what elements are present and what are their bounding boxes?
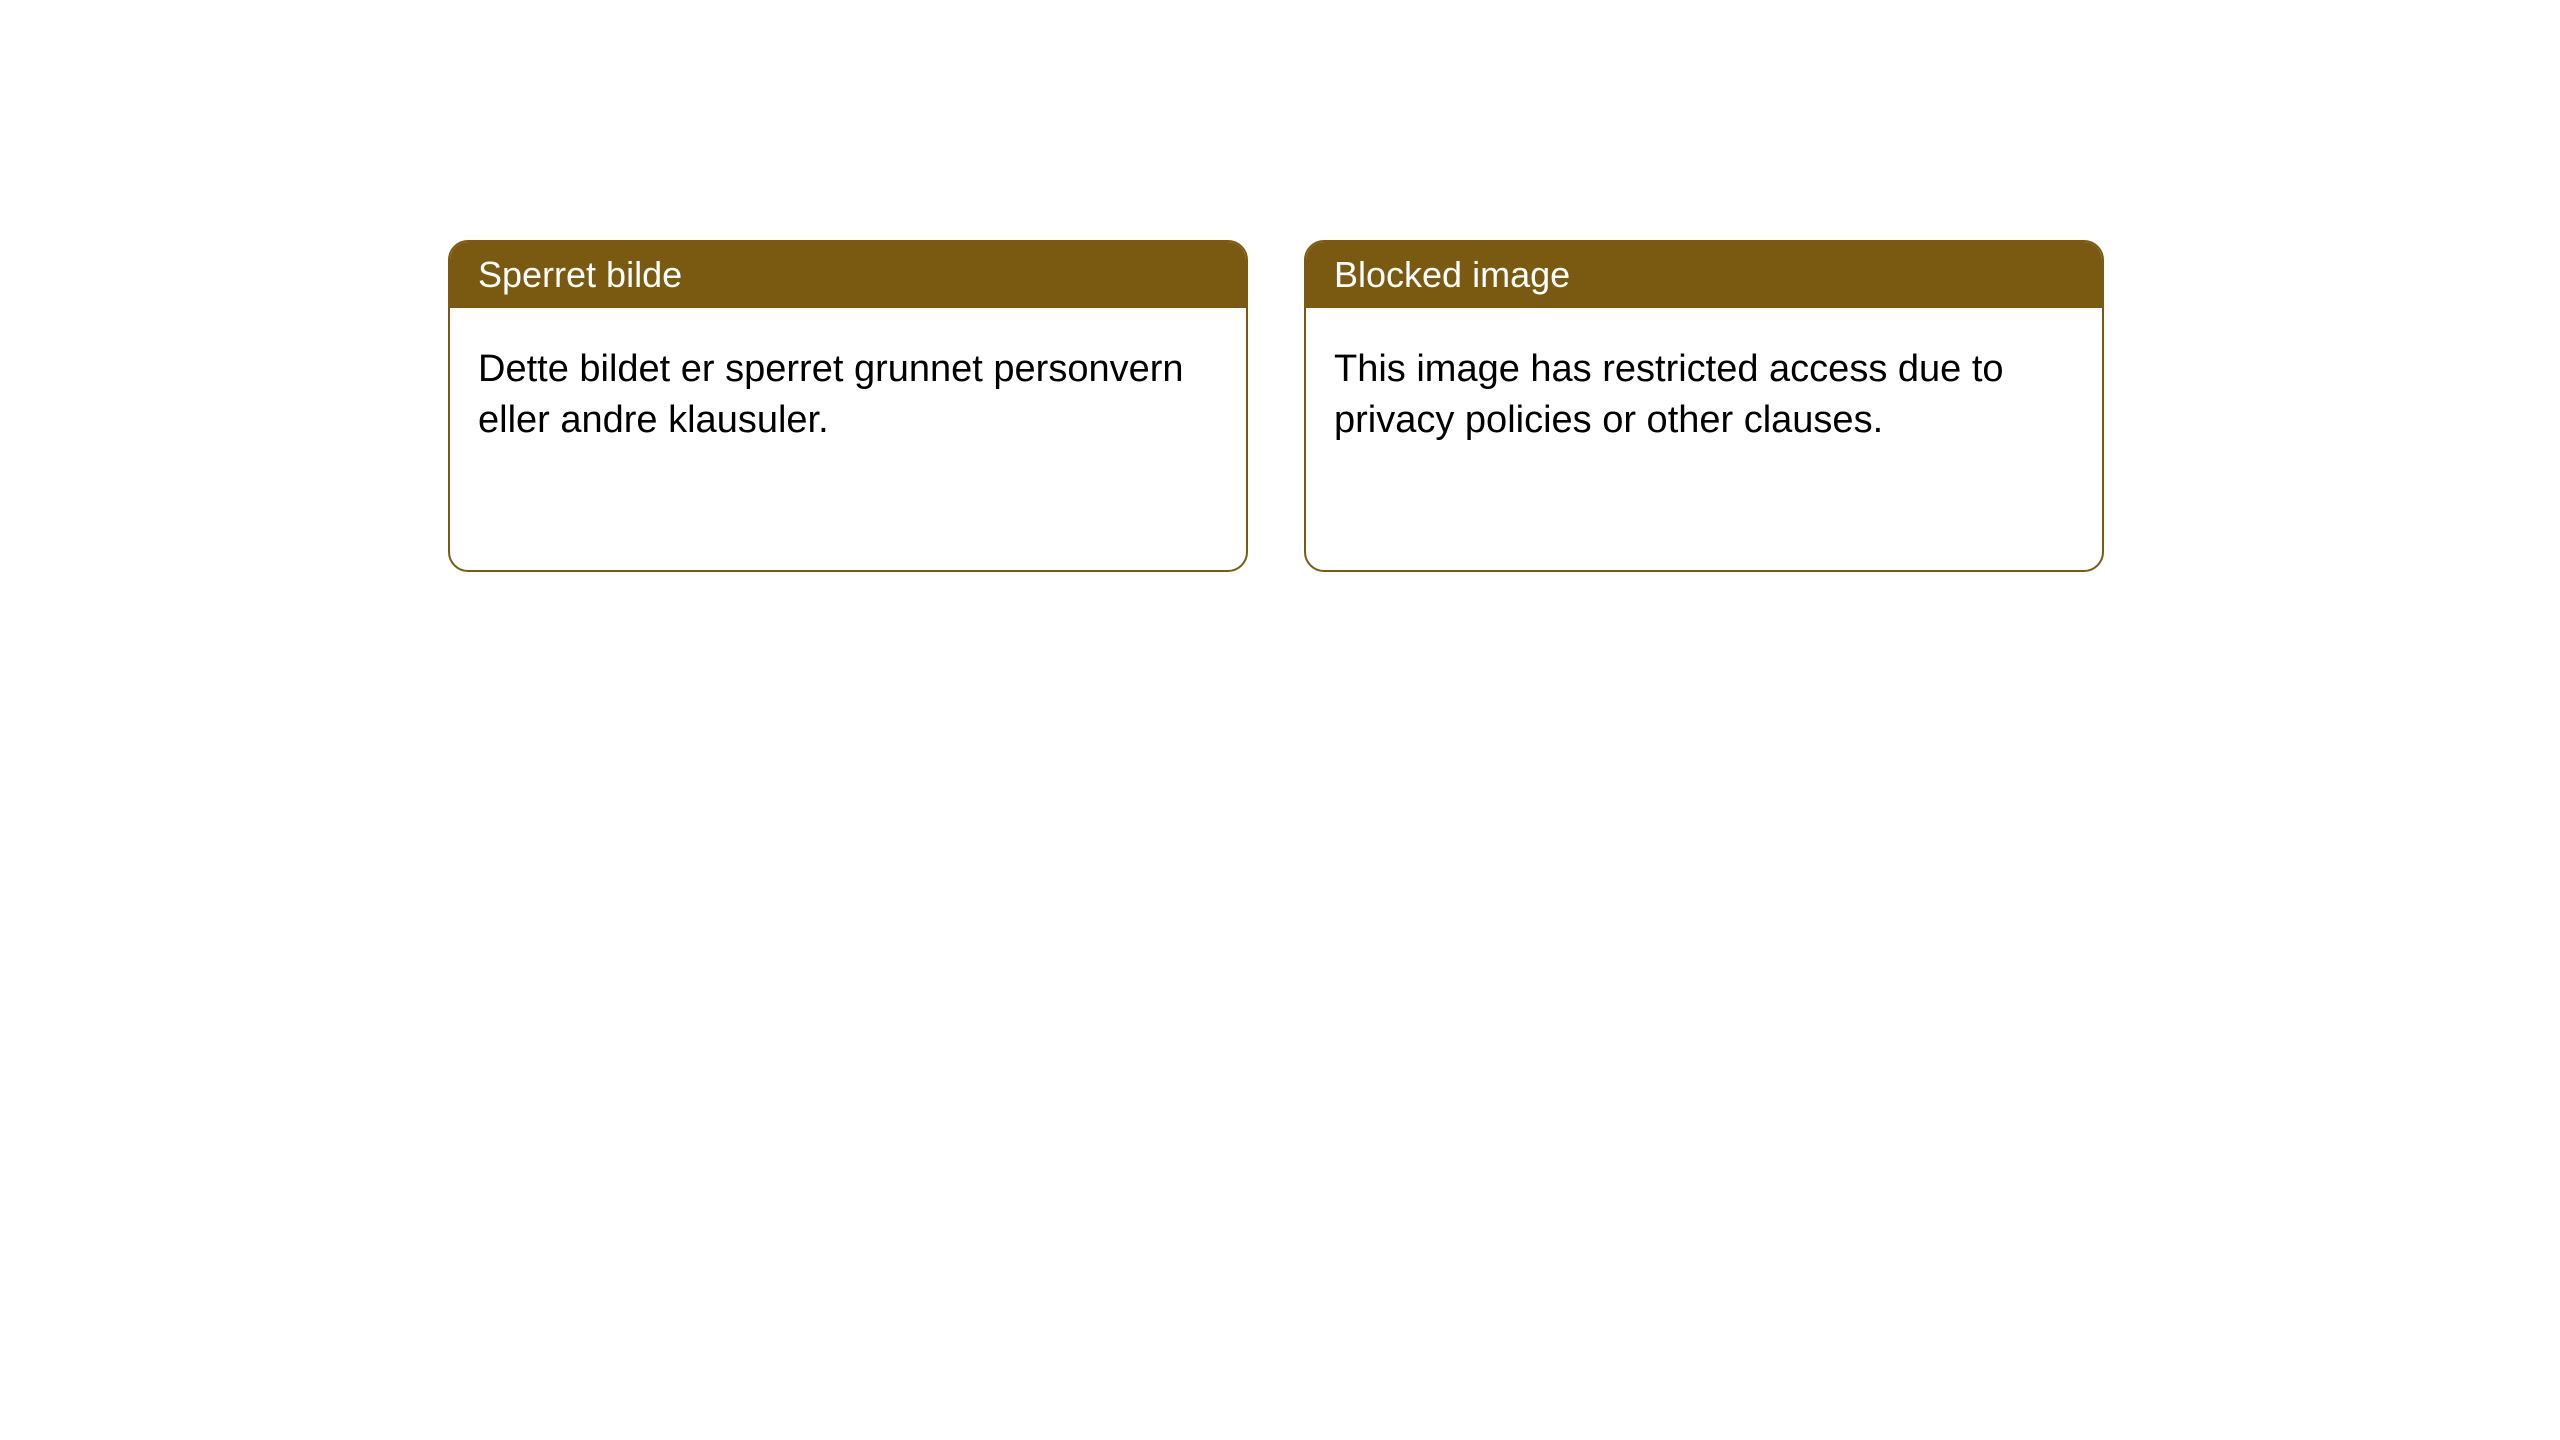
notice-message-norwegian: Dette bildet er sperret grunnet personve… bbox=[478, 348, 1184, 441]
notice-header-norwegian: Sperret bilde bbox=[450, 242, 1246, 308]
notice-body-norwegian: Dette bildet er sperret grunnet personve… bbox=[450, 308, 1246, 483]
notice-body-english: This image has restricted access due to … bbox=[1306, 308, 2102, 483]
notice-message-english: This image has restricted access due to … bbox=[1334, 348, 2004, 441]
notice-card-norwegian: Sperret bilde Dette bildet er sperret gr… bbox=[448, 240, 1248, 572]
notice-title-english: Blocked image bbox=[1334, 254, 1570, 295]
notice-header-english: Blocked image bbox=[1306, 242, 2102, 308]
notice-card-english: Blocked image This image has restricted … bbox=[1304, 240, 2104, 572]
notice-title-norwegian: Sperret bilde bbox=[478, 254, 682, 295]
notice-container: Sperret bilde Dette bildet er sperret gr… bbox=[0, 0, 2560, 572]
